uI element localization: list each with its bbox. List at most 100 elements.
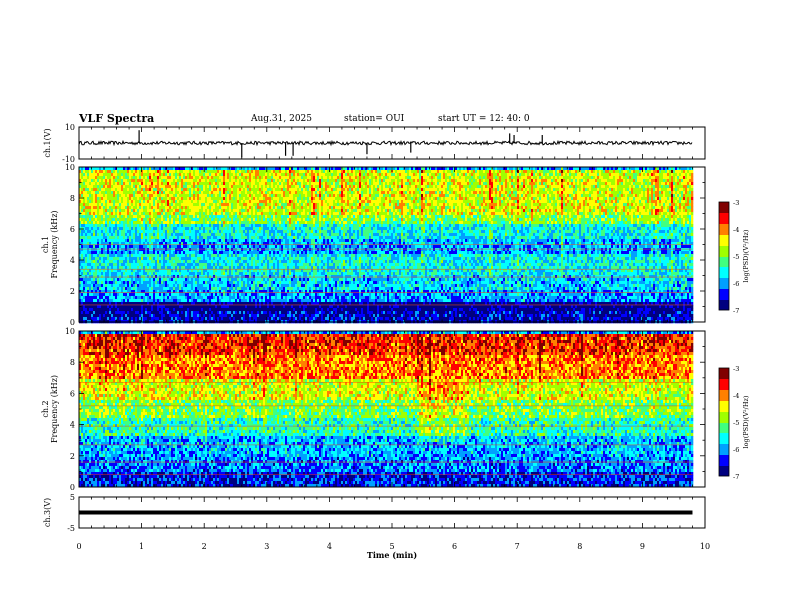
spectro-cell: [111, 257, 113, 260]
spectro-cell: [87, 188, 89, 191]
spectro-cell: [89, 260, 91, 263]
spectro-cell: [115, 215, 117, 218]
spectro-cell: [99, 305, 101, 308]
spectro-cell: [119, 206, 121, 209]
spectro-cell: [113, 308, 115, 311]
spectro-cell: [91, 287, 93, 290]
spectro-cell: [81, 194, 83, 197]
spectro-cell: [99, 287, 101, 290]
spectro-cell: [109, 266, 111, 269]
spectro-cell: [87, 221, 89, 224]
spectro-cell: [125, 299, 127, 302]
spectro-cell: [125, 224, 127, 227]
spectro-cell: [129, 245, 131, 248]
spectro-cell: [119, 182, 121, 185]
spectro-cell: [129, 191, 131, 194]
spectro-cell: [113, 284, 115, 287]
spectro-cell: [83, 308, 85, 311]
spectro-cell: [105, 212, 107, 215]
spectro-cell: [81, 197, 83, 200]
spectro-cell: [83, 173, 85, 176]
spectro-cell: [95, 191, 97, 194]
spectro-cell: [109, 257, 111, 260]
spectro-cell: [95, 272, 97, 275]
spectro-cell: [91, 260, 93, 263]
spectro-cell: [113, 263, 115, 266]
spectro-cell: [119, 203, 121, 206]
spectro-cell: [99, 191, 101, 194]
spectro-cell: [101, 272, 103, 275]
spectro-cell: [105, 263, 107, 266]
spectro-cell: [101, 182, 103, 185]
spectro-cell: [129, 257, 131, 260]
spectro-cell: [111, 182, 113, 185]
spectro-cell: [115, 287, 117, 290]
spectro-cell: [117, 200, 119, 203]
spectro-cell: [93, 299, 95, 302]
spectro-cell: [109, 239, 111, 242]
spectro-cell: [127, 257, 129, 260]
spectro-cell: [109, 293, 111, 296]
spectro-cell: [119, 272, 121, 275]
spectro-cell: [85, 305, 87, 308]
spectro-cell: [123, 173, 125, 176]
spectro-cell: [93, 185, 95, 188]
spectro-cell: [93, 176, 95, 179]
spectro-cell: [111, 260, 113, 263]
spectro-cell: [121, 191, 123, 194]
spectro-cell: [125, 305, 127, 308]
spectro-cell: [97, 218, 99, 221]
spectro-cell: [87, 236, 89, 239]
spectro-cell: [119, 257, 121, 260]
spectro-cell: [115, 305, 117, 308]
spectro-cell: [129, 209, 131, 212]
spectro-cell: [125, 251, 127, 254]
spectro-cell: [93, 227, 95, 230]
spectro-cell: [81, 248, 83, 251]
spectro-cell: [115, 251, 117, 254]
spectro-cell: [115, 221, 117, 224]
spectro-cell: [127, 260, 129, 263]
spectro-cell: [93, 218, 95, 221]
spectro-cell: [95, 281, 97, 284]
spectro-cell: [99, 278, 101, 281]
spectro-cell: [113, 197, 115, 200]
spectro-cell: [113, 188, 115, 191]
spectro-cell: [105, 194, 107, 197]
spectro-cell: [115, 227, 117, 230]
spectro-cell: [109, 299, 111, 302]
spectro-cell: [91, 299, 93, 302]
spectro-cell: [127, 305, 129, 308]
spectro-cell: [103, 287, 105, 290]
spectro-cell: [127, 314, 129, 317]
spectro-cell: [97, 209, 99, 212]
spectro-cell: [121, 185, 123, 188]
spectro-cell: [109, 218, 111, 221]
spectro-cell: [103, 170, 105, 173]
spectro-cell: [107, 305, 109, 308]
spectro-cell: [119, 314, 121, 317]
spectro-cell: [115, 185, 117, 188]
spectro-cell: [127, 221, 129, 224]
spectro-cell: [89, 173, 91, 176]
spectro-cell: [95, 317, 97, 320]
spectro-cell: [85, 254, 87, 257]
spectro-cell: [85, 287, 87, 290]
spectro-cell: [119, 308, 121, 311]
spectro-cell: [99, 185, 101, 188]
spectro-cell: [87, 314, 89, 317]
spectro-cell: [115, 197, 117, 200]
spectro-cell: [107, 311, 109, 314]
spectro-cell: [87, 311, 89, 314]
spectro-cell: [119, 209, 121, 212]
spectro-cell: [95, 212, 97, 215]
spectro-cell: [121, 272, 123, 275]
spectro-cell: [97, 311, 99, 314]
spectro-cell: [97, 296, 99, 299]
spectro-cell: [95, 206, 97, 209]
spectro-cell: [89, 212, 91, 215]
spectro-cell: [105, 260, 107, 263]
spectro-cell: [99, 314, 101, 317]
spectro-cell: [113, 191, 115, 194]
spectro-cell: [123, 287, 125, 290]
